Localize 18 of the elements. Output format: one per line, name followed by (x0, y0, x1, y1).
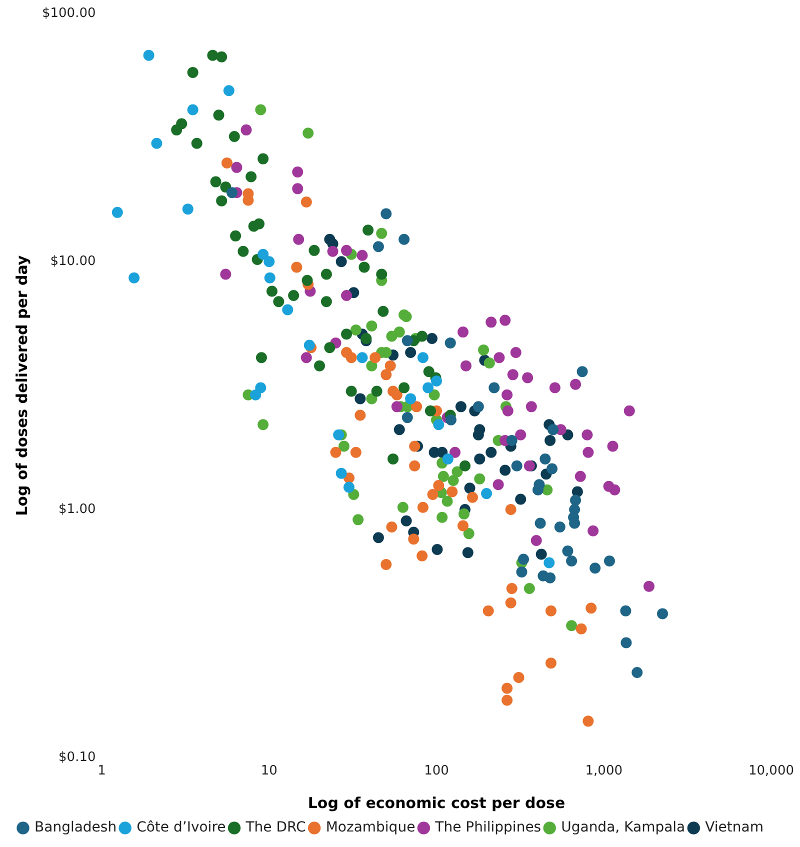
x-tick-label: 1 (98, 764, 106, 779)
x-tick-label: 100 (424, 764, 449, 779)
y-tick-label: $100.00 (42, 6, 96, 22)
y-tick-label: $0.10 (58, 750, 96, 765)
legend-label: The Philippines (434, 820, 542, 836)
x-tick-label: 10,000 (748, 764, 794, 779)
y-tick-label: $10.00 (50, 254, 96, 270)
y-axis-title: Log of doses delivered per day (12, 255, 31, 516)
x-tick-label: 10 (260, 764, 278, 779)
legend-label: Côte d’Ivoire (136, 820, 226, 836)
x-tick-label: 1,000 (585, 764, 622, 779)
legend-label: The DRC (244, 820, 306, 836)
legend-label: Vietnam (705, 820, 764, 836)
legend-label: Uganda, Kampala (561, 820, 686, 836)
x-axis-title: Log of economic cost per dose (308, 794, 566, 812)
y-tick-label: $1.00 (58, 502, 96, 517)
legend-label: Bangladesh (34, 820, 117, 836)
legend-label: Mozambique (326, 820, 416, 836)
